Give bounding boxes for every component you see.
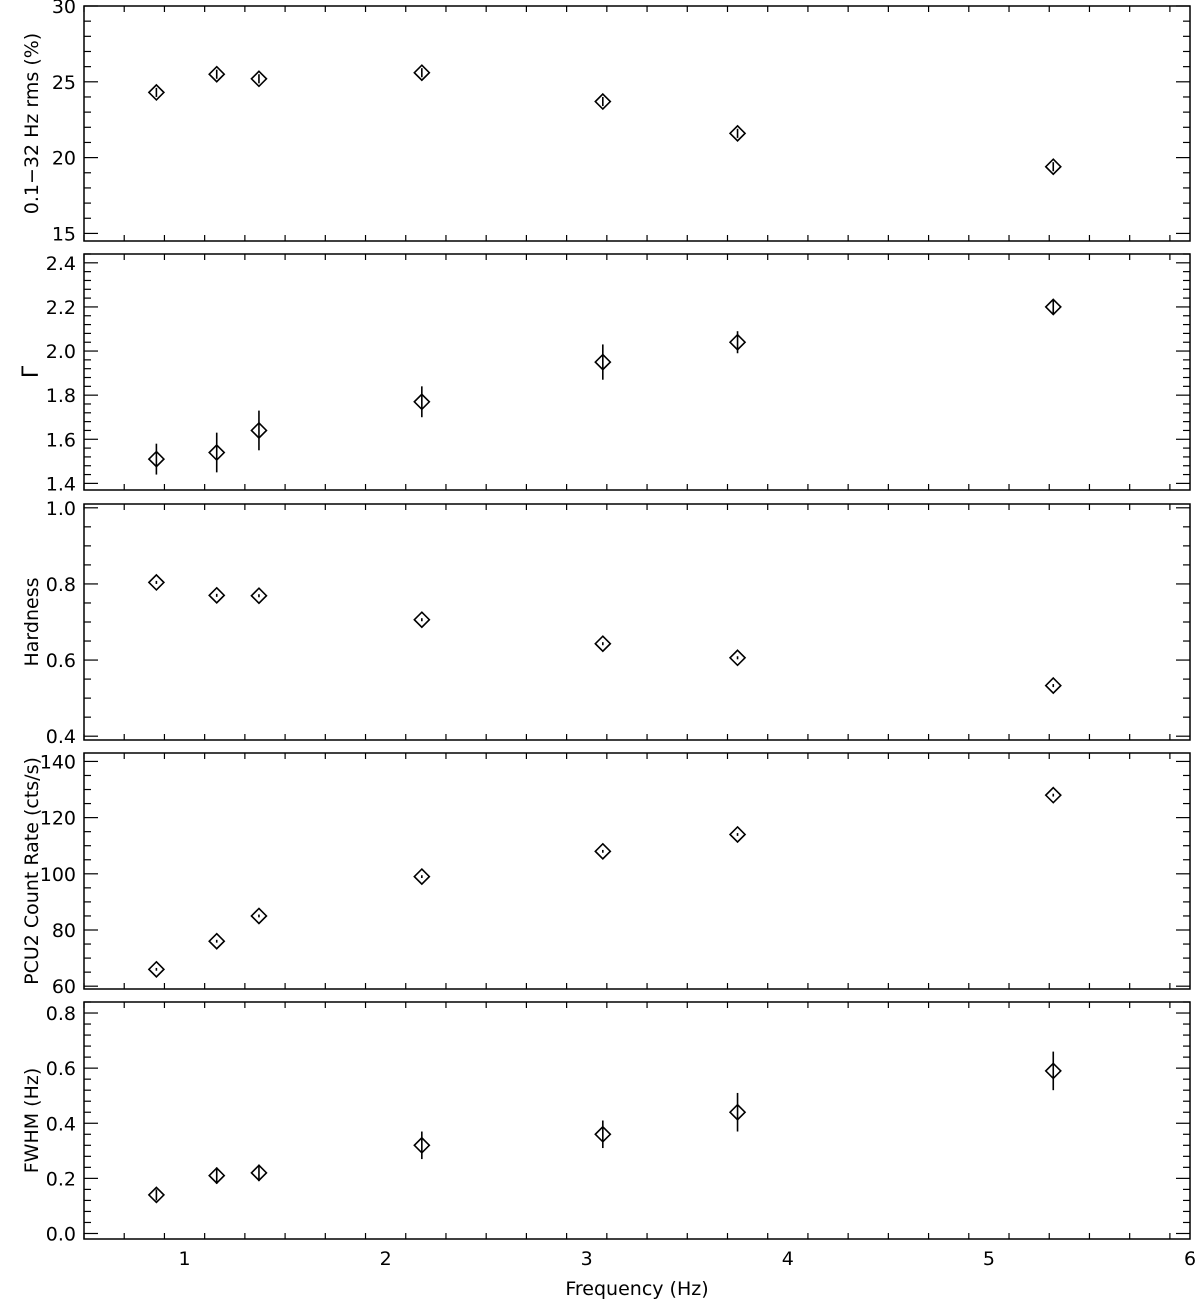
data-point xyxy=(208,586,226,604)
data-point xyxy=(594,92,612,111)
x-tick-label: 2 xyxy=(380,1248,392,1270)
y-tick-label: 0.6 xyxy=(46,650,76,672)
data-point xyxy=(594,842,612,860)
y-tick-label: 15 xyxy=(52,223,76,245)
data-point xyxy=(413,393,431,411)
y-tick-label: 0.4 xyxy=(46,1113,76,1135)
panel-frame xyxy=(83,253,1191,491)
x-tick-label: 4 xyxy=(782,1248,794,1270)
data-point xyxy=(594,635,612,653)
y-axis-title: Hardness xyxy=(21,578,43,667)
data-point xyxy=(594,1125,612,1143)
x-tick-label: 6 xyxy=(1184,1248,1196,1270)
panel-fwhm: 0.0 0.2 0.4 0.6 0.8 FWHM (Hz) 1 2 3 4 5 6 Frequency … xyxy=(21,1001,1196,1300)
data-point xyxy=(1044,676,1062,695)
data-point xyxy=(413,64,431,82)
data-point xyxy=(250,421,268,440)
data-point xyxy=(728,825,747,844)
panel-hardness: 0.4 0.6 0.8 1.0 Hardness xyxy=(21,498,1191,748)
data-point xyxy=(250,907,268,925)
y-tick-label: 120 xyxy=(40,808,76,830)
panel-gamma: 1.4 1.6 1.8 2.0 2.2 2.4 Γ xyxy=(19,253,1191,495)
data-point xyxy=(147,960,166,978)
y-tick-label: 0.8 xyxy=(46,1003,76,1025)
data-point xyxy=(147,1186,166,1204)
y-tick-label: 1.6 xyxy=(46,429,76,451)
panel-frame xyxy=(83,503,1191,741)
y-axis-title: PCU2 Count Rate (cts/s) xyxy=(21,757,43,985)
y-tick-label: 2.0 xyxy=(46,341,76,363)
data-point xyxy=(413,1136,431,1154)
data-point xyxy=(147,450,166,468)
y-tick-label: 2.4 xyxy=(46,253,76,275)
x-tick-label: 3 xyxy=(581,1248,593,1270)
data-point xyxy=(1044,1062,1062,1080)
data-point xyxy=(208,1166,226,1185)
data-point xyxy=(594,353,612,371)
y-tick-label: 1.8 xyxy=(46,385,76,407)
y-tick-label: 0.0 xyxy=(46,1223,76,1245)
y-axis-title: Γ xyxy=(19,365,44,378)
y-tick-label: 2.2 xyxy=(46,297,76,319)
x-axis-title: Frequency (Hz) xyxy=(565,1278,708,1300)
data-point xyxy=(413,611,431,629)
panel-frame xyxy=(83,5,1191,242)
y-tick-label: 140 xyxy=(40,751,76,773)
y-tick-label: 0.6 xyxy=(46,1058,76,1080)
data-point xyxy=(728,333,747,351)
y-tick-label: 100 xyxy=(40,864,76,886)
panel-frame xyxy=(83,752,1191,990)
data-point xyxy=(147,83,166,102)
y-axis-title: 0.1−32 Hz rms (%) xyxy=(21,33,43,214)
panel-rms: 15 20 25 30 0.1−32 Hz rms (%) xyxy=(21,0,1191,245)
data-point xyxy=(147,573,166,592)
x-tick-label: 5 xyxy=(983,1248,995,1270)
panel-frame xyxy=(83,1001,1191,1240)
y-tick-label: 0.2 xyxy=(46,1168,76,1190)
y-tick-label: 0.8 xyxy=(46,574,76,596)
data-point xyxy=(250,587,268,605)
data-point xyxy=(250,70,268,88)
data-point xyxy=(1044,158,1062,176)
data-point xyxy=(208,932,226,950)
y-tick-label: 1.0 xyxy=(46,498,76,520)
y-tick-label: 80 xyxy=(52,920,76,942)
data-point xyxy=(1044,786,1062,804)
y-axis-title: FWHM (Hz) xyxy=(21,1068,43,1174)
data-point xyxy=(250,1164,268,1182)
y-tick-label: 60 xyxy=(52,976,76,998)
data-point xyxy=(208,443,226,462)
data-point xyxy=(208,65,226,83)
y-tick-label: 20 xyxy=(52,148,76,170)
y-tick-label: 25 xyxy=(52,72,76,94)
data-point xyxy=(1044,298,1062,316)
x-tick-label: 1 xyxy=(178,1248,190,1270)
data-point xyxy=(728,124,747,142)
y-tick-label: 1.4 xyxy=(46,473,76,495)
y-tick-label: 0.4 xyxy=(46,726,76,748)
data-point xyxy=(728,649,747,667)
y-tick-label: 30 xyxy=(52,0,76,18)
data-point xyxy=(413,867,431,886)
data-point xyxy=(728,1103,747,1121)
